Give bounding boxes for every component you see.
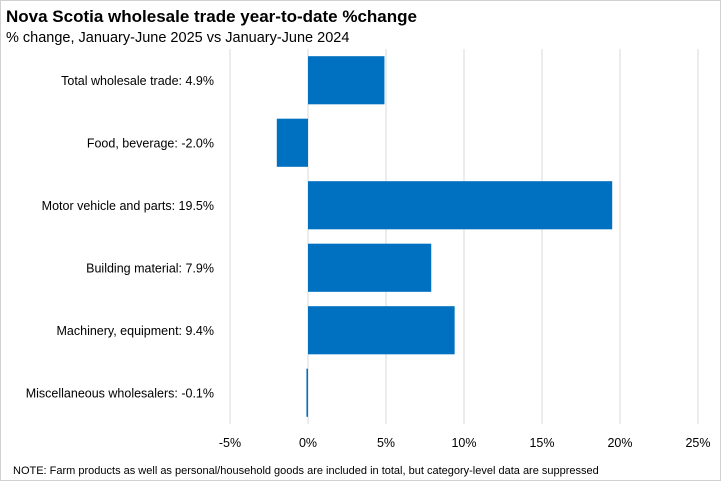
x-tick-label: 25% bbox=[685, 436, 710, 450]
category-label: Building material: 7.9% bbox=[86, 261, 214, 275]
x-tick-label: -5% bbox=[219, 436, 241, 450]
x-tick-label: 20% bbox=[607, 436, 632, 450]
bar bbox=[308, 243, 432, 292]
bar bbox=[308, 181, 613, 230]
x-tick-label: 0% bbox=[299, 436, 317, 450]
chart-title: Nova Scotia wholesale trade year-to-date… bbox=[6, 7, 417, 26]
x-tick-label: 5% bbox=[377, 436, 395, 450]
chart-subtitle: % change, January-June 2025 vs January-J… bbox=[6, 30, 350, 46]
bar bbox=[308, 56, 385, 105]
category-label: Machinery, equipment: 9.4% bbox=[57, 324, 215, 338]
x-tick-label: 15% bbox=[529, 436, 554, 450]
bar bbox=[276, 118, 308, 167]
bar bbox=[308, 306, 455, 355]
category-label: Miscellaneous wholesalers: -0.1% bbox=[26, 386, 214, 400]
category-label: Motor vehicle and parts: 19.5% bbox=[42, 199, 214, 213]
chart-note: NOTE: Farm products as well as personal/… bbox=[13, 465, 599, 477]
x-tick-label: 10% bbox=[451, 436, 476, 450]
category-label: Total wholesale trade: 4.9% bbox=[61, 74, 214, 88]
bar bbox=[306, 368, 308, 417]
category-label: Food, beverage: -2.0% bbox=[87, 136, 214, 150]
